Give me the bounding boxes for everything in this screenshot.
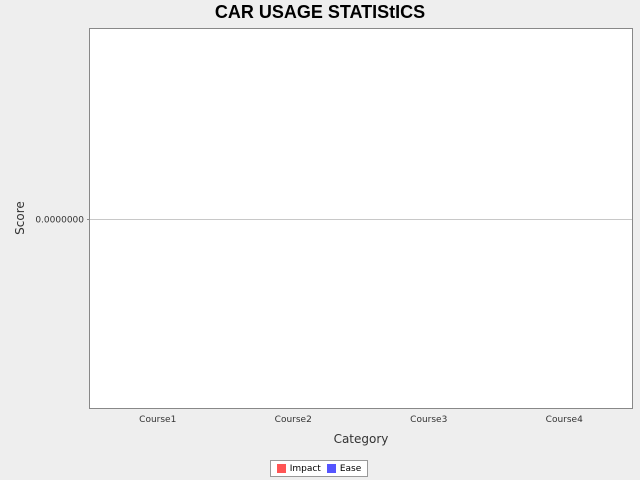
y-axis-ticks: 0.0000000 bbox=[35, 216, 90, 226]
y-axis-title: Score bbox=[13, 201, 27, 235]
legend-swatch-impact bbox=[276, 464, 286, 473]
x-tick-label: Course4 bbox=[546, 415, 583, 425]
legend-item-ease: Ease bbox=[326, 463, 362, 474]
legend-swatch-ease bbox=[326, 464, 336, 473]
y-tick-label: 0.0000000 bbox=[35, 216, 84, 226]
x-axis-ticks: Course1 Course2 Course3 Course4 bbox=[139, 415, 583, 425]
legend-item-impact: Impact bbox=[276, 463, 321, 474]
plot-area bbox=[89, 28, 633, 409]
x-tick-label: Course2 bbox=[275, 415, 312, 425]
x-tick-label: Course3 bbox=[410, 415, 447, 425]
chart-title: CAR USAGE STATIStICS bbox=[214, 2, 426, 22]
legend: Impact Ease bbox=[270, 460, 368, 477]
x-tick-label: Course1 bbox=[139, 415, 176, 425]
legend-label-impact: Impact bbox=[289, 463, 321, 474]
legend-label-ease: Ease bbox=[339, 463, 362, 474]
x-axis-title: Category bbox=[334, 432, 389, 446]
